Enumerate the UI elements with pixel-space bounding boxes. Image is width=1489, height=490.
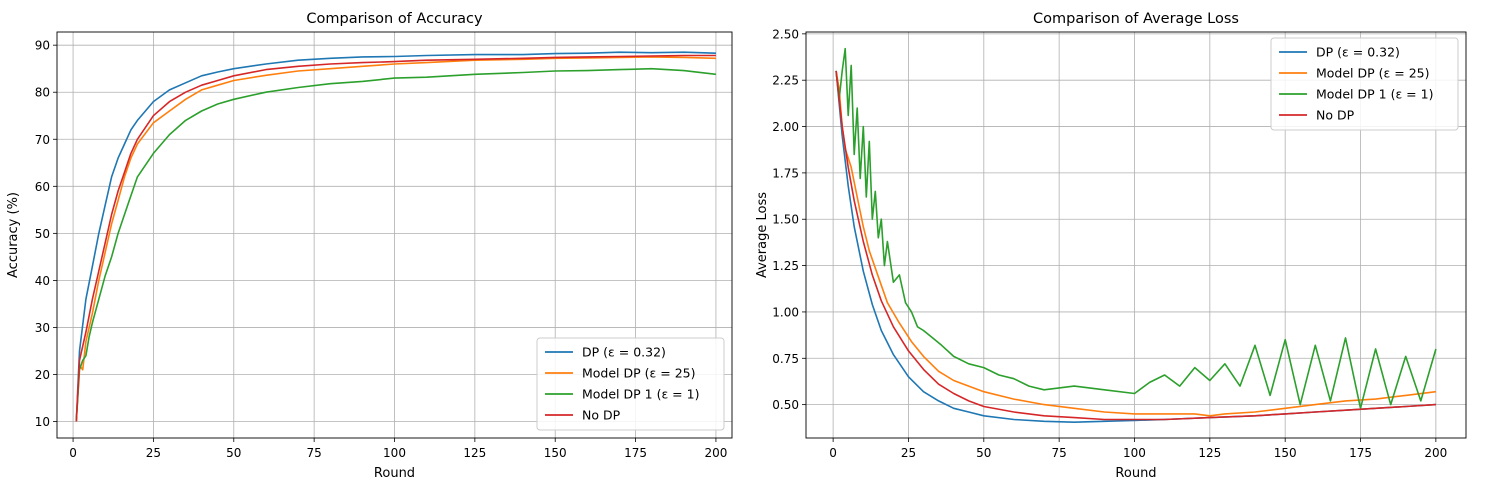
series-line-2 xyxy=(835,47,1437,410)
y-tick-label: 1.00 xyxy=(772,305,799,319)
series-line-1 xyxy=(835,70,1436,417)
y-tick-label: 30 xyxy=(35,321,50,335)
legend-label: No DP xyxy=(1316,108,1355,123)
series-line-3 xyxy=(75,54,716,422)
y-tick-label: 0.75 xyxy=(772,352,799,366)
x-tick-label: 25 xyxy=(146,446,161,460)
x-axis-title: Round xyxy=(1115,466,1156,481)
series-line-2 xyxy=(75,67,716,422)
x-tick-label: 150 xyxy=(1274,446,1297,460)
x-tick-label: 175 xyxy=(624,446,647,460)
legend-label: Model DP 1 (ε = 1) xyxy=(582,387,699,402)
y-tick-label: 20 xyxy=(35,368,50,382)
y-tick-label: 1.50 xyxy=(772,213,799,227)
legend: DP (ε = 0.32) Model DP (ε = 25) Model DP 1… xyxy=(536,337,725,431)
x-tick-label: 100 xyxy=(383,446,406,460)
x-tick-label: 125 xyxy=(1198,446,1221,460)
x-axis-title: Round xyxy=(374,466,415,481)
y-tick-label: 80 xyxy=(35,86,50,100)
axes-frame xyxy=(805,31,1467,439)
x-tick-label: 0 xyxy=(829,446,837,460)
x-tick-label: 175 xyxy=(1349,446,1372,460)
x-tick-label: 25 xyxy=(901,446,916,460)
legend-label: Model DP (ε = 25) xyxy=(582,366,695,381)
legend-label: DP (ε = 0.32) xyxy=(582,345,666,360)
x-tick-label: 200 xyxy=(704,446,727,460)
legend-label: Model DP 1 (ε = 1) xyxy=(1316,87,1433,102)
y-tick-label: 60 xyxy=(35,180,50,194)
x-tick-label: 200 xyxy=(1424,446,1447,460)
legend-label: Model DP (ε = 25) xyxy=(1316,66,1429,81)
legend-label: DP (ε = 0.32) xyxy=(1316,45,1400,60)
accuracy-chart: 0 25 50 75 100 125 150 175 200 10 20 30 40 50 60 70 80 90… xyxy=(6,11,733,481)
legend-label: No DP xyxy=(582,408,621,423)
y-axis-title: Average Loss xyxy=(755,192,770,278)
legend: DP (ε = 0.32) Model DP (ε = 25) Model DP 1… xyxy=(1270,37,1459,131)
y-tick-label: 2.25 xyxy=(772,74,799,88)
chart-title: Comparison of Accuracy xyxy=(306,11,483,27)
x-tick-label: 50 xyxy=(976,446,991,460)
y-tick-label: 70 xyxy=(35,133,50,147)
y-axis-title: Accuracy (%) xyxy=(6,192,21,278)
x-tick-label: 75 xyxy=(307,446,322,460)
legend-box xyxy=(1270,37,1459,131)
y-tick-label: 90 xyxy=(35,39,50,53)
y-tick-label: 10 xyxy=(35,415,50,429)
chart-title: Comparison of Average Loss xyxy=(1033,11,1239,27)
loss-chart: 0 25 50 75 100 125 150 175 200 0.50 0.75 1.00 1.25 1.… xyxy=(755,11,1467,481)
x-tick-label: 75 xyxy=(1052,446,1067,460)
x-tick-label: 0 xyxy=(69,446,77,460)
x-tick-label: 100 xyxy=(1123,446,1146,460)
y-tick-label: 0.50 xyxy=(772,398,799,412)
x-tick-label: 125 xyxy=(463,446,486,460)
y-tick-label: 50 xyxy=(35,227,50,241)
series-line-3 xyxy=(835,70,1436,421)
series-line-0 xyxy=(75,51,716,422)
series-line-1 xyxy=(75,56,716,422)
y-tick-label: 1.25 xyxy=(772,259,799,273)
y-tick-label: 40 xyxy=(35,274,50,288)
x-tick-label: 50 xyxy=(226,446,241,460)
legend-box xyxy=(536,337,725,431)
y-tick-label: 2.00 xyxy=(772,120,799,134)
x-tick-label: 150 xyxy=(544,446,567,460)
y-tick-label: 1.75 xyxy=(772,166,799,180)
y-tick-label: 2.50 xyxy=(772,27,799,41)
